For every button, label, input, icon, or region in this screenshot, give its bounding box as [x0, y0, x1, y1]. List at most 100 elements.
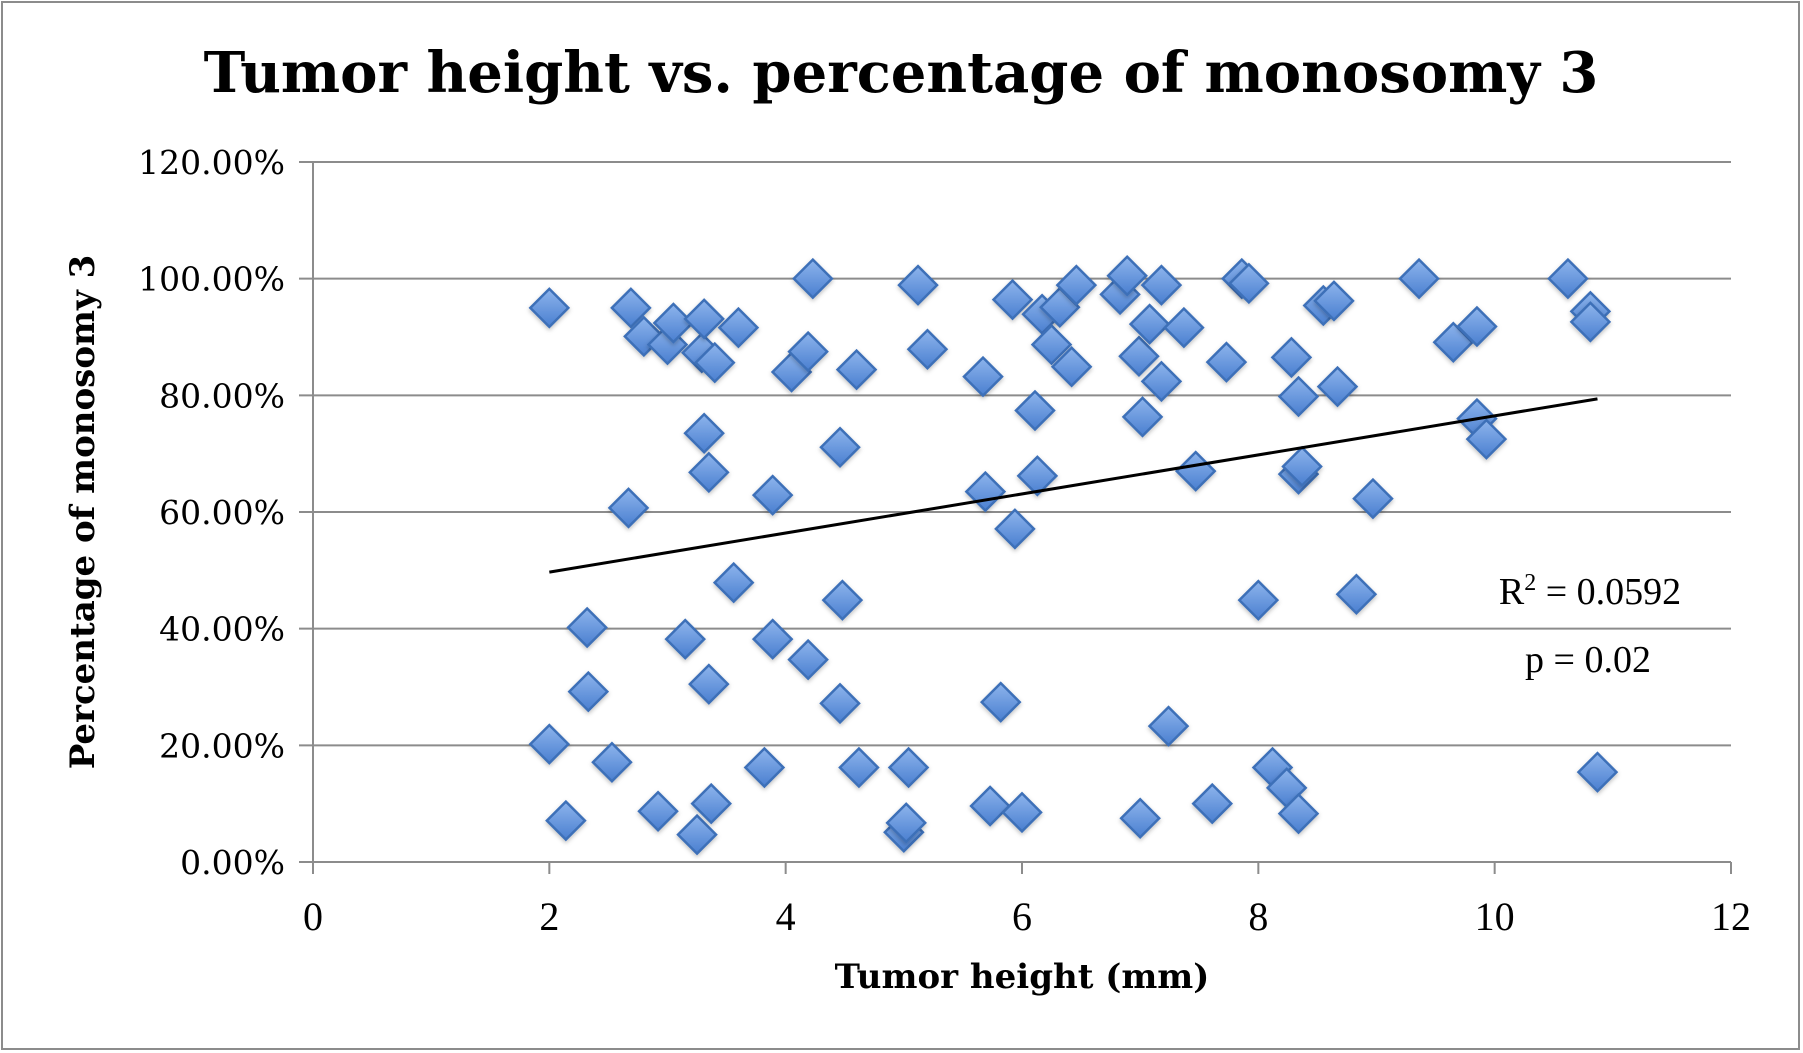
r-squared-value: = 0.0592 [1536, 571, 1681, 613]
data-point [1121, 396, 1164, 438]
data-point [792, 257, 834, 300]
data-point [607, 487, 650, 529]
data-point [1016, 455, 1059, 497]
data-points [528, 254, 1619, 856]
data-point [1163, 306, 1205, 349]
y-tick-label: 40.00% [159, 610, 285, 649]
data-point [646, 323, 689, 366]
data-point [835, 348, 878, 391]
data-point [1270, 336, 1313, 379]
p-value-annotation: p = 0.02 [1525, 639, 1651, 681]
y-tick-label: 100.00% [138, 260, 285, 299]
data-point [712, 561, 755, 604]
data-point [693, 341, 736, 384]
r-squared-r: R [1499, 571, 1525, 613]
data-point [743, 746, 786, 789]
x-tick-label: 0 [303, 894, 323, 939]
data-point [610, 287, 652, 329]
data-point [1228, 262, 1270, 305]
y-tick-label: 80.00% [159, 376, 285, 415]
x-tick-label: 2 [539, 894, 559, 939]
data-point [1055, 264, 1098, 306]
x-tick-label: 10 [1475, 894, 1515, 939]
data-point [838, 746, 880, 789]
x-axis-label: Tumor height (mm) [835, 957, 1210, 997]
data-point [688, 663, 730, 705]
axes [312, 162, 1732, 874]
data-point [1014, 389, 1056, 432]
data-point [683, 298, 725, 340]
x-tick-labels: 0 2 4 6 8 10 12 [303, 894, 1751, 939]
data-point [1050, 345, 1093, 388]
data-point [567, 670, 610, 713]
x-tick-label: 4 [776, 894, 796, 939]
data-point [897, 264, 939, 306]
data-point [1119, 797, 1161, 840]
data-point [1313, 280, 1355, 322]
data-point [751, 474, 794, 516]
data-point [1118, 335, 1160, 378]
x-tick-label: 6 [1012, 894, 1032, 939]
data-point [1569, 301, 1612, 343]
data-point [545, 799, 587, 842]
chart-title: Tumor height vs. percentage of monosomy … [204, 40, 1599, 106]
data-point [623, 315, 665, 358]
data-point [887, 746, 930, 789]
data-point [1576, 751, 1619, 793]
data-point [1001, 791, 1043, 834]
data-point [1398, 257, 1440, 300]
data-point [991, 278, 1034, 321]
x-tick-label: 8 [1248, 894, 1268, 939]
data-point [1147, 705, 1190, 747]
y-tick-label: 20.00% [159, 726, 285, 765]
y-tick-labels: 0.00% 20.00% 40.00% 60.00% 80.00% 100.00% 120.… [138, 143, 285, 882]
data-point [1277, 792, 1320, 835]
data-point [528, 287, 571, 329]
data-point [1191, 782, 1234, 825]
data-point [1030, 323, 1073, 366]
y-tick-label: 60.00% [159, 493, 285, 532]
data-point [1277, 375, 1320, 418]
data-point [676, 813, 718, 856]
data-point [751, 618, 794, 660]
data-point [787, 330, 829, 373]
data-point [1174, 450, 1217, 492]
data-point [1465, 418, 1508, 460]
data-point [566, 606, 608, 649]
data-point [819, 426, 861, 469]
y-axis-label: Percentage of monosomy 3 [63, 255, 103, 769]
data-point [969, 785, 1011, 827]
data-point [664, 618, 706, 660]
data-point [528, 723, 571, 765]
data-point [1128, 303, 1171, 345]
y-tick-label: 120.00% [138, 143, 285, 182]
data-point [717, 306, 760, 349]
data-point [962, 355, 1004, 398]
data-point [1106, 254, 1148, 297]
data-point [591, 741, 633, 784]
data-point [1456, 305, 1498, 348]
data-point [1352, 477, 1394, 520]
data-point [690, 782, 732, 825]
data-point [1205, 341, 1248, 383]
data-point [1316, 365, 1359, 408]
data-point [821, 579, 864, 621]
y-tick-label: 0.00% [180, 843, 285, 882]
data-point [1547, 257, 1589, 300]
data-point [979, 681, 1022, 723]
r-squared-annotation: R2 = 0.0592 [1499, 570, 1681, 613]
data-point [688, 451, 730, 494]
data-point [994, 508, 1036, 550]
data-point [819, 682, 861, 725]
data-point [906, 328, 949, 371]
data-point [1281, 445, 1323, 488]
data-point [1237, 579, 1280, 621]
data-point [787, 638, 829, 681]
data-point [1140, 360, 1183, 403]
data-point [683, 412, 725, 455]
data-point [964, 470, 1007, 513]
data-point [637, 790, 679, 833]
r-squared-sup: 2 [1524, 570, 1536, 596]
